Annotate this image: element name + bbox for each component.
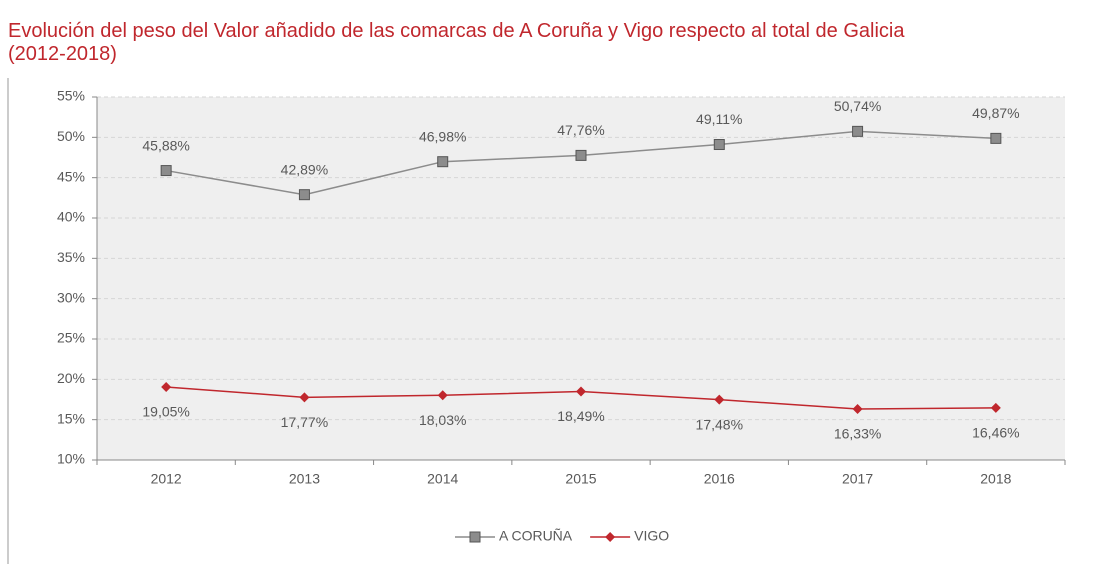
data-point bbox=[161, 381, 172, 392]
legend-marker bbox=[605, 532, 616, 542]
data-point bbox=[714, 394, 725, 405]
x-tick-label: 2012 bbox=[151, 471, 182, 487]
data-point bbox=[852, 403, 863, 414]
data-point bbox=[437, 390, 448, 401]
x-tick-label: 2017 bbox=[842, 471, 873, 487]
y-tick-label: 25% bbox=[57, 330, 85, 346]
x-tick-label: 2016 bbox=[704, 471, 735, 487]
data-label: 45,88% bbox=[142, 137, 189, 153]
data-label: 50,74% bbox=[834, 98, 881, 114]
y-tick-label: 50% bbox=[57, 128, 85, 144]
legend-marker bbox=[469, 531, 481, 543]
data-label: 47,76% bbox=[557, 122, 604, 138]
legend-label: A CORUÑA bbox=[499, 528, 573, 544]
data-label: 49,87% bbox=[972, 105, 1019, 121]
y-tick-label: 55% bbox=[57, 88, 85, 104]
data-point bbox=[298, 189, 310, 201]
data-point bbox=[299, 392, 310, 403]
data-label: 49,11% bbox=[696, 111, 742, 127]
chart-title: Evolución del peso del Valor añadido de … bbox=[8, 20, 904, 66]
data-label: 16,33% bbox=[834, 426, 881, 442]
x-tick-label: 2014 bbox=[427, 471, 458, 487]
y-tick-label: 20% bbox=[57, 370, 85, 386]
data-label: 19,05% bbox=[142, 404, 189, 420]
legend-label: VIGO bbox=[634, 528, 669, 544]
data-label: 46,98% bbox=[419, 128, 466, 144]
y-tick-label: 40% bbox=[57, 209, 85, 225]
data-label: 42,89% bbox=[281, 161, 328, 177]
data-label: 18,03% bbox=[419, 412, 466, 428]
data-point bbox=[437, 156, 449, 168]
y-tick-label: 10% bbox=[57, 451, 85, 467]
data-label: 16,46% bbox=[972, 425, 1019, 441]
data-point bbox=[575, 149, 587, 161]
x-tick-label: 2013 bbox=[289, 471, 320, 487]
y-tick-label: 15% bbox=[57, 410, 85, 426]
data-point bbox=[713, 139, 725, 151]
y-tick-label: 35% bbox=[57, 249, 85, 265]
y-tick-label: 45% bbox=[57, 168, 85, 184]
title-line: Evolución del peso del Valor añadido de … bbox=[8, 20, 905, 42]
data-point bbox=[160, 165, 172, 177]
data-label: 18,49% bbox=[557, 408, 604, 424]
y-tick-label: 30% bbox=[57, 289, 85, 305]
data-point bbox=[576, 386, 586, 397]
data-label: 17,77% bbox=[281, 414, 328, 430]
title-line: (2012-2018) bbox=[8, 43, 117, 65]
data-point bbox=[990, 402, 1001, 413]
x-tick-label: 2018 bbox=[980, 471, 1011, 487]
x-tick-label: 2015 bbox=[565, 471, 596, 487]
data-point bbox=[852, 125, 864, 137]
data-point bbox=[990, 132, 1002, 144]
data-label: 17,48% bbox=[696, 416, 743, 432]
